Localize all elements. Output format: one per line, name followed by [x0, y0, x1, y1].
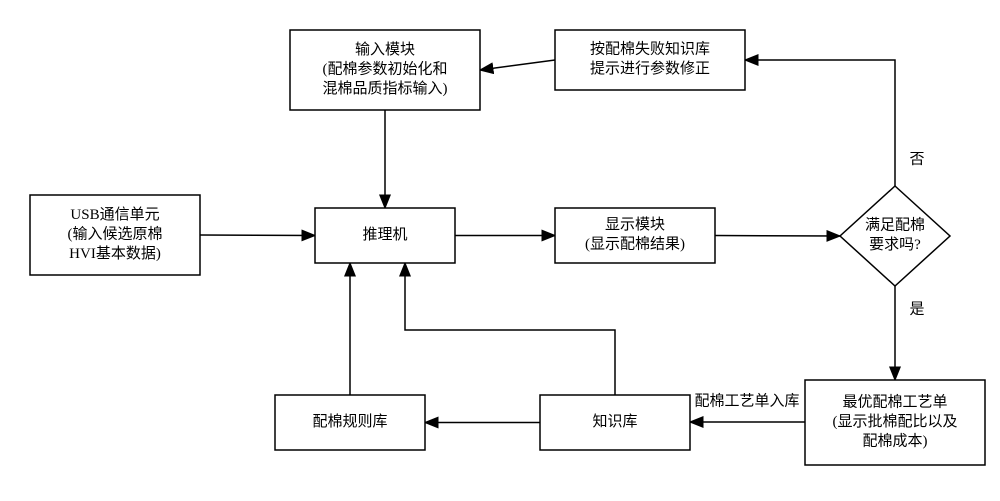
edge-5	[480, 60, 555, 70]
node-decision-line1: 要求吗?	[869, 236, 921, 253]
node-usb-line2: HVI基本数据)	[69, 245, 161, 262]
node-usb-line0: USB通信单元	[70, 206, 159, 223]
node-infer-line0: 推理机	[362, 226, 407, 243]
edge-3	[715, 236, 840, 237]
node-rules-line0: 配棉规则库	[312, 413, 387, 430]
edge-4-label: 否	[909, 151, 924, 167]
edge-7-label: 配棉工艺单入库	[694, 392, 799, 409]
node-input_mod-line1: (配棉参数初始化和	[323, 60, 448, 77]
node-input_mod-line0: 输入模块	[355, 41, 415, 58]
node-fix_param-line0: 按配棉失败知识库	[590, 41, 710, 58]
edge-0	[200, 235, 315, 236]
node-usb-line1: (输入候选原棉	[68, 225, 163, 242]
node-display-line0: 显示模块	[605, 216, 665, 233]
node-input_mod-line2: 混棉品质指标输入)	[323, 80, 448, 97]
node-kb-line0: 知识库	[592, 413, 637, 430]
node-fix_param-line1: 提示进行参数修正	[590, 60, 710, 77]
node-optimal-line1: (显示批棉配比以及	[833, 413, 958, 430]
edge-4	[745, 60, 895, 186]
node-decision	[840, 186, 950, 286]
node-display-line1: (显示配棉结果)	[585, 236, 685, 253]
node-decision-line0: 满足配棉	[865, 217, 925, 234]
edge-9	[405, 263, 615, 395]
edge-6-label: 是	[909, 301, 924, 317]
node-optimal-line2: 配棉成本)	[863, 432, 928, 449]
node-optimal-line0: 最优配棉工艺单	[842, 393, 947, 410]
node-fix_param	[555, 30, 745, 90]
